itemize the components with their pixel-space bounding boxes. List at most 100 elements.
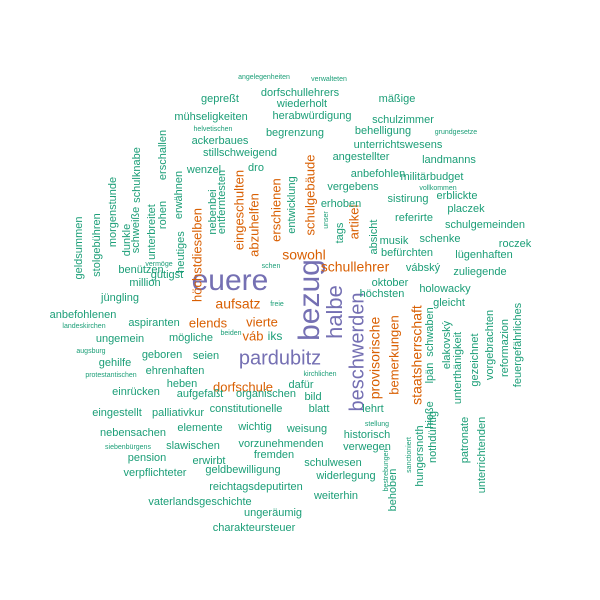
word-2: halbe xyxy=(322,285,347,339)
word-141: vorgebrachten xyxy=(484,310,496,380)
word-34: grundgesetze xyxy=(435,129,478,136)
word-56: lügenhaften xyxy=(455,249,513,261)
word-21: iks xyxy=(268,329,283,343)
word-26: mäßige xyxy=(379,93,416,105)
word-89: palliativkur xyxy=(152,407,204,419)
word-85: aufgefaßt xyxy=(177,388,223,400)
word-20: váb xyxy=(243,328,264,343)
word-109: widerlegung xyxy=(315,470,375,482)
word-129: entwicklung xyxy=(286,176,298,233)
word-94: elemente xyxy=(177,422,222,434)
word-58: zuliegende xyxy=(453,266,506,278)
word-60: holowacky xyxy=(419,283,471,295)
word-135: schwaben xyxy=(424,307,436,357)
word-90: constitutionelle xyxy=(210,403,283,415)
word-105: verwegen xyxy=(343,441,391,453)
word-110: reichtagsdeputirten xyxy=(209,481,303,493)
word-95: wichtig xyxy=(237,421,272,433)
word-134: lpän xyxy=(424,363,436,384)
word-23: verwalteten xyxy=(311,76,347,83)
word-14: erschienen xyxy=(268,178,283,242)
word-3: beschwerden xyxy=(346,293,368,412)
word-130: tags xyxy=(334,222,346,243)
word-73: mögliche xyxy=(169,332,213,344)
word-122: rohen xyxy=(157,201,169,229)
word-53: musik xyxy=(380,235,409,247)
word-48: sistirung xyxy=(388,193,429,205)
word-143: feuergefährliches xyxy=(512,302,524,387)
word-69: anbefohlenen xyxy=(50,309,117,321)
word-32: begrenzung xyxy=(266,127,324,139)
word-101: historisch xyxy=(344,429,390,441)
word-35: ackerbaues xyxy=(192,135,249,147)
word-52: schenke xyxy=(420,233,461,245)
word-137: unterthänigkeit xyxy=(452,332,464,404)
word-38: angestellter xyxy=(333,151,390,163)
word-66: million xyxy=(129,277,160,289)
word-44: erblickte xyxy=(437,190,478,202)
word-51: schulgemeinden xyxy=(445,219,525,231)
word-57: vábský xyxy=(406,262,441,274)
word-133: hungersnoth xyxy=(414,425,426,486)
word-41: anbefohlen xyxy=(351,168,405,180)
word-96: weisung xyxy=(286,423,327,435)
word-28: herabwürdigung xyxy=(273,110,352,122)
word-127: nebenbei xyxy=(207,189,219,234)
word-136: elakovský xyxy=(441,320,453,369)
word-93: nebensachen xyxy=(100,427,166,439)
word-112: weiterhin xyxy=(313,490,358,502)
word-54: roczek xyxy=(499,238,532,250)
word-29: mühseligkeiten xyxy=(174,111,247,123)
word-47: erhoben xyxy=(321,198,361,210)
word-25: gepreßt xyxy=(201,93,239,105)
word-81: kirchlichen xyxy=(303,371,336,378)
word-78: seien xyxy=(193,350,219,362)
word-125: vermöge xyxy=(145,261,172,268)
word-11: elends xyxy=(189,315,228,330)
word-106: verpflichteter xyxy=(124,467,187,479)
word-126: erwähnen xyxy=(173,171,185,219)
word-72: ungemein xyxy=(96,333,144,345)
word-144: patronate xyxy=(459,417,471,463)
word-97: stellung xyxy=(365,421,389,428)
word-50: referirte xyxy=(395,212,433,224)
word-46: dro xyxy=(248,162,264,174)
word-142: reformazion xyxy=(499,319,511,377)
word-13: dorfschule xyxy=(213,379,273,394)
word-70: landeskirchen xyxy=(62,323,105,330)
word-68: freie xyxy=(270,301,284,308)
word-145: unterrichtenden xyxy=(476,417,488,493)
word-138: nothdürftig xyxy=(427,411,439,463)
word-119: schweiße xyxy=(130,207,142,253)
word-99: slawischen xyxy=(166,440,220,452)
word-80: ehrenhaften xyxy=(146,365,205,377)
word-36: unterrichtswesens xyxy=(354,139,443,151)
word-0: bezug xyxy=(293,259,326,341)
word-59: oktober xyxy=(372,277,409,289)
word-147: sanctioniert xyxy=(406,437,413,473)
word-1: euere xyxy=(192,264,269,297)
word-27: wiederholt xyxy=(276,98,327,110)
word-148: bestrebungen xyxy=(383,448,390,491)
word-100: vorzunehmenden xyxy=(238,438,323,450)
word-45: wenzel xyxy=(186,164,221,176)
word-91: blatt xyxy=(309,403,330,415)
word-24: dorfschullehrers xyxy=(261,87,340,99)
word-65: gütigst xyxy=(151,269,183,281)
word-17: schulgebäude xyxy=(302,155,317,236)
word-49: placzek xyxy=(447,203,485,215)
word-108: schulwesen xyxy=(304,457,361,469)
word-30: schulzimmer xyxy=(372,114,434,126)
word-76: gehilfe xyxy=(99,357,131,369)
word-55: befürchten xyxy=(381,247,433,259)
word-63: schen xyxy=(262,263,281,270)
word-75: augsburg xyxy=(76,348,105,355)
word-98: siebenbürgens xyxy=(105,444,151,451)
word-87: bild xyxy=(304,391,321,403)
word-71: aspiranten xyxy=(128,317,179,329)
word-123: erschallen xyxy=(157,130,169,180)
word-131: unser xyxy=(323,211,330,229)
word-61: höchsten xyxy=(360,288,405,300)
word-18: artikel xyxy=(346,205,361,240)
word-74: beiden xyxy=(220,330,241,337)
